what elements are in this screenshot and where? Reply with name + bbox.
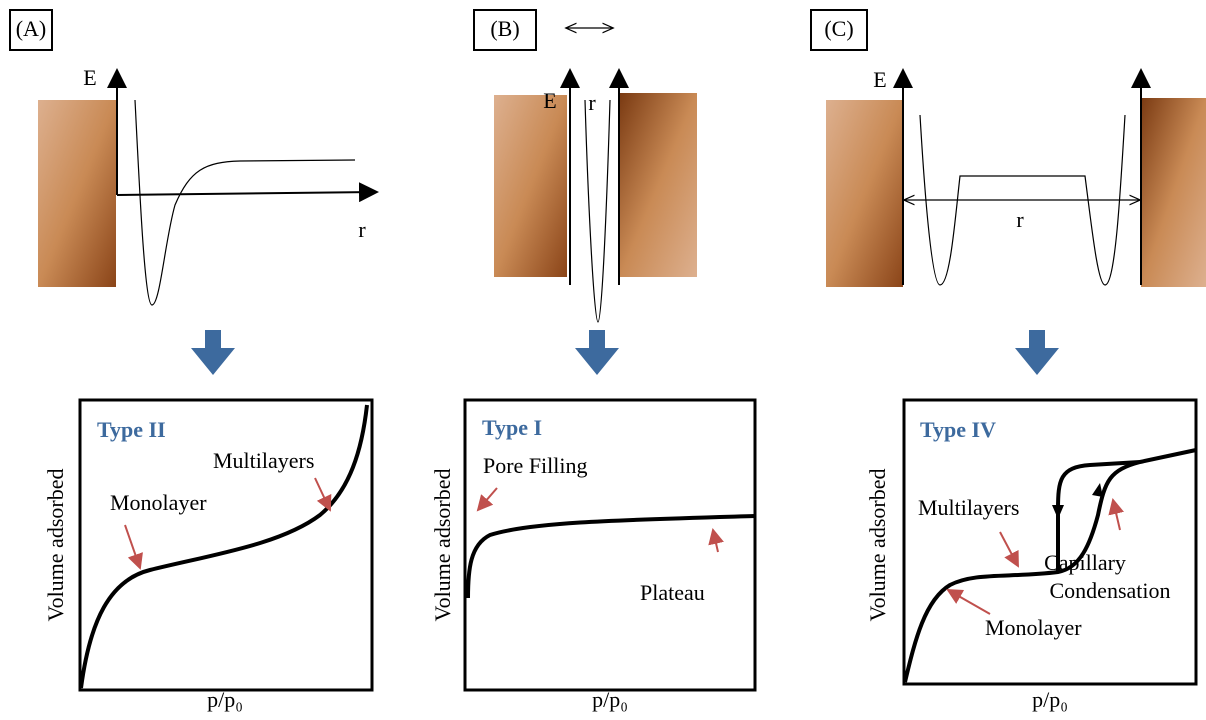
annotation-arrow: [708, 528, 724, 553]
isotherm-curve: [466, 514, 756, 599]
isotherm-curve: [79, 404, 369, 689]
label-box: [810, 9, 868, 51]
x-label: p/p₀: [207, 687, 243, 712]
isotherm-title: Type IV: [920, 417, 996, 442]
energy-label: E: [83, 65, 96, 90]
annotation: Capillary: [1044, 550, 1126, 575]
down-arrow: [191, 330, 235, 375]
annotation: Plateau: [640, 580, 705, 605]
panel-label: (B): [490, 16, 519, 41]
isotherm-frame: [78, 398, 374, 692]
panel-a: (A) E r Type II Volume adsorbed p/p₀ Mon…: [9, 9, 379, 712]
isotherm-title: Type II: [97, 417, 166, 442]
annotation: Pore Filling: [483, 453, 588, 478]
panel-label: (A): [16, 16, 47, 41]
isotherm-frame: [463, 398, 757, 692]
wall: [1141, 98, 1206, 287]
y-label: Volume adsorbed: [43, 469, 68, 622]
energy-label: E: [543, 88, 556, 113]
x-label: p/p₀: [1032, 687, 1068, 712]
isotherm-title: Type I: [482, 415, 542, 440]
annotation-arrow: [476, 487, 498, 512]
annotation-arrow: [124, 524, 143, 570]
y-label: Volume adsorbed: [430, 469, 455, 622]
panel-c: (C) E r Type IV Volume adsorbed p/p₀ Mul…: [810, 9, 1206, 712]
energy-label: E: [873, 67, 886, 92]
potential-curve: [584, 99, 611, 323]
annotation-arrow: [999, 531, 1019, 568]
distance-label: r: [588, 90, 596, 115]
wall: [826, 100, 903, 287]
annotation-arrow: [946, 589, 991, 615]
annotation: Multilayers: [918, 495, 1019, 520]
wall: [494, 95, 567, 277]
isotherm-frame: [902, 398, 1198, 686]
annotation: Monolayer: [985, 615, 1082, 640]
distance-label: r: [1016, 207, 1024, 232]
annotation: Multilayers: [213, 448, 314, 473]
panel-b: (B) E r Type I Volume adsorbed p/p₀ Pore…: [430, 9, 757, 712]
label-box: [473, 9, 537, 51]
adsorption-curve: [903, 448, 1197, 683]
direction-arrows: [1052, 483, 1103, 519]
annotation: Monolayer: [110, 490, 207, 515]
potential-curve: [919, 114, 1126, 286]
distance-label: r: [358, 217, 366, 242]
annotation-arrow: [314, 477, 332, 512]
wall: [620, 93, 697, 277]
potential-curve: [134, 99, 356, 306]
x-label: p/p₀: [592, 687, 628, 712]
distance-axis: [116, 182, 379, 203]
annotation: Condensation: [1050, 578, 1171, 603]
label-box: [9, 9, 53, 51]
panel-label: (C): [824, 16, 853, 41]
annotation-arrow: [1108, 498, 1124, 531]
y-label: Volume adsorbed: [865, 469, 890, 622]
down-arrow: [575, 330, 619, 375]
down-arrow: [1015, 330, 1059, 375]
wall: [38, 100, 116, 287]
